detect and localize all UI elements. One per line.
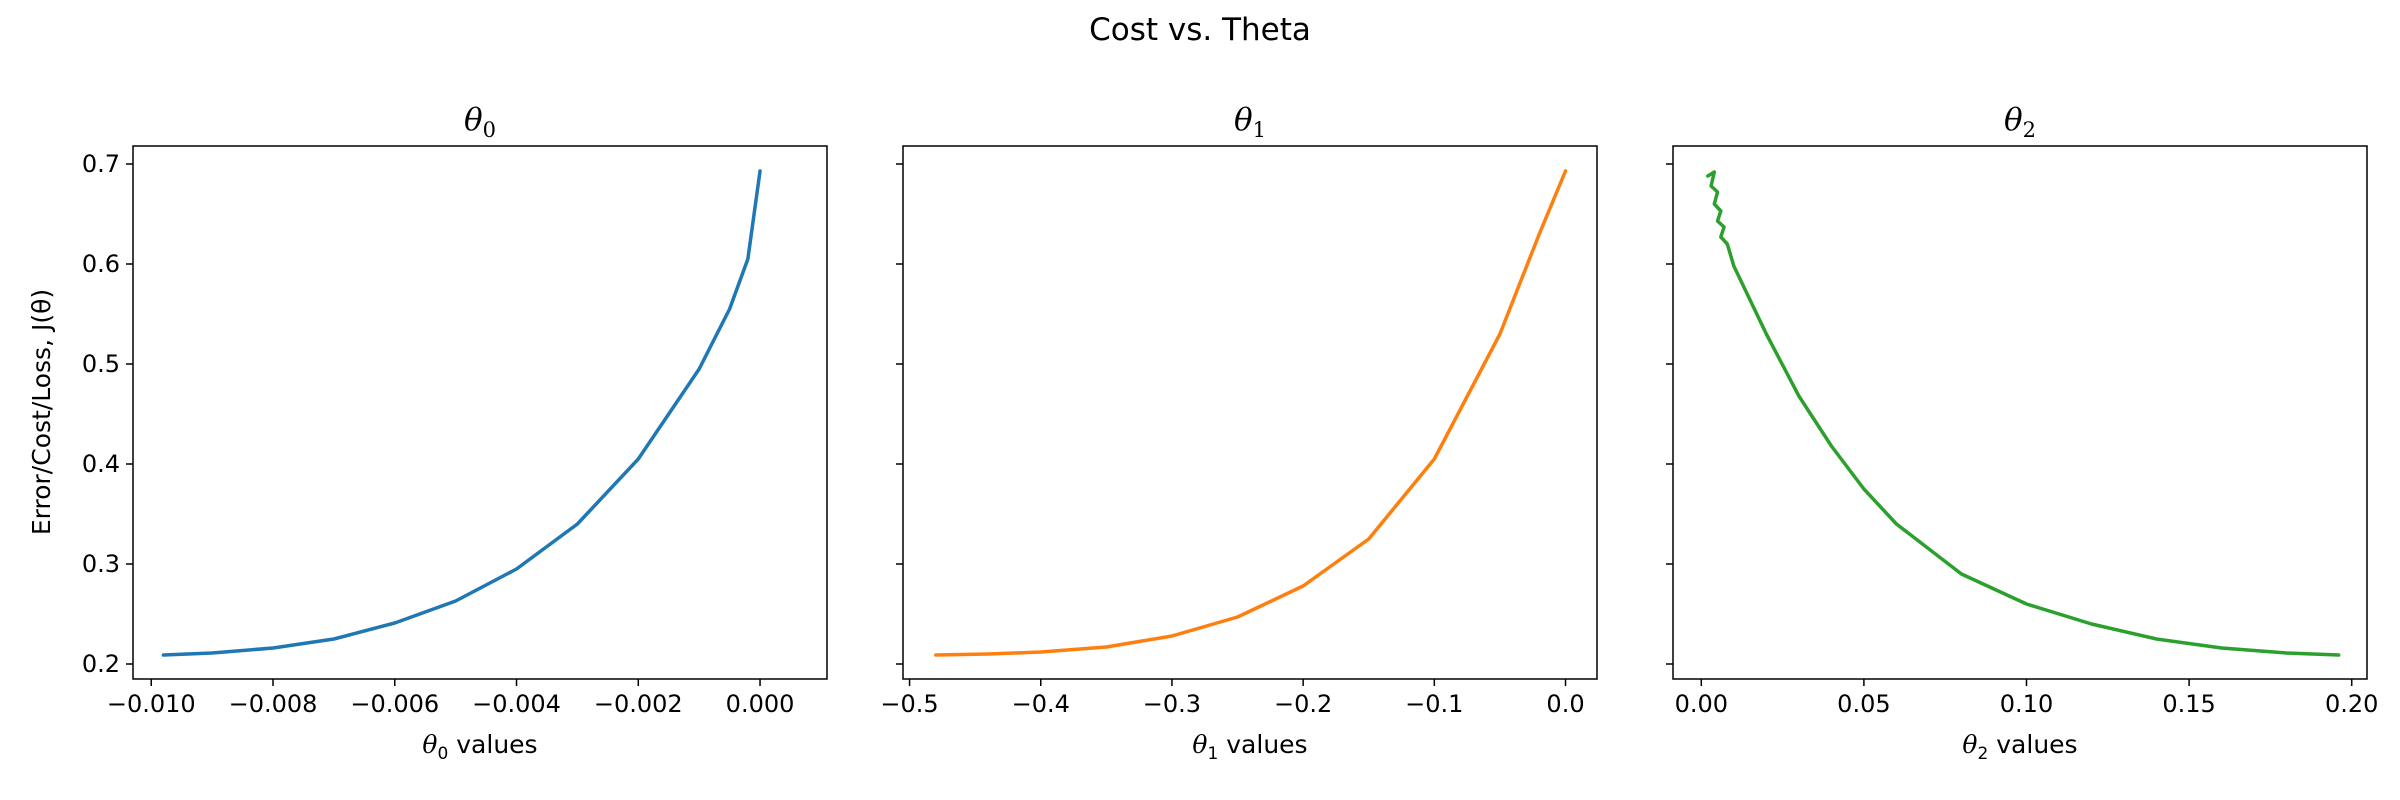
- x-tick-label-1-5: 0.0: [1546, 690, 1584, 718]
- x-tick-label-1-4: −0.1: [1405, 690, 1463, 718]
- x-tick-label-0-1: −0.008: [229, 690, 318, 718]
- x-axis-label-1: θ1 values: [1192, 730, 1307, 764]
- axes-frame-0: [132, 145, 828, 680]
- subplot-2: 0.00 0.05 0.10 0.15 0.20 θ2 θ2 values: [1666, 102, 2378, 764]
- x-tick-label-0-5: 0.000: [726, 690, 795, 718]
- x-tick-label-2-2: 0.10: [2000, 690, 2053, 718]
- x-axis-label-0: θ0 values: [422, 730, 537, 764]
- x-tick-label-1-2: −0.3: [1143, 690, 1201, 718]
- figure-title: Cost vs. Theta: [1089, 12, 1311, 48]
- series-line-0: [161, 169, 762, 657]
- y-axis-label: Error/Cost/Loss, J(θ): [27, 289, 56, 535]
- series-line-2: [1706, 170, 2341, 657]
- x-tick-label-0-2: −0.006: [350, 690, 439, 718]
- axes-frame-1: [902, 145, 1598, 680]
- x-tick-label-1-3: −0.2: [1274, 690, 1332, 718]
- x-axis-label-2: θ2 values: [1962, 730, 2077, 764]
- x-tick-label-0-4: −0.002: [594, 690, 683, 718]
- x-tick-label-1-1: −0.4: [1012, 690, 1070, 718]
- y-tick-label-0-1: 0.3: [82, 550, 120, 578]
- x-tick-label-1-0: −0.5: [880, 690, 938, 718]
- y-tick-label-0-0: 0.2: [82, 650, 120, 678]
- subplot-0: −0.010 −0.008 −0.006 −0.004 −0.002 0.000 0.2 0.…: [82, 102, 828, 764]
- subplot-title-0: θ0: [464, 102, 496, 142]
- y-tick-label-0-4: 0.6: [82, 250, 120, 278]
- x-tick-label-2-1: 0.05: [1837, 690, 1890, 718]
- x-tick-label-0-3: −0.004: [472, 690, 561, 718]
- x-tick-label-2-0: 0.00: [1675, 690, 1728, 718]
- y-tick-label-0-5: 0.7: [82, 150, 120, 178]
- subplots: −0.010 −0.008 −0.006 −0.004 −0.002 0.000 0.2 0.…: [82, 102, 2379, 764]
- subplot-title-2: θ2: [2004, 102, 2036, 142]
- y-tick-label-0-3: 0.5: [82, 350, 120, 378]
- series-line-1: [934, 169, 1568, 657]
- subplot-1: −0.5 −0.4 −0.3 −0.2 −0.1 0.0 θ1 θ1 values: [880, 102, 1598, 764]
- x-tick-label-2-3: 0.15: [2162, 690, 2215, 718]
- y-tick-label-0-2: 0.4: [82, 450, 120, 478]
- subplot-title-1: θ1: [1234, 102, 1266, 142]
- x-tick-label-2-4: 0.20: [2325, 690, 2378, 718]
- axes-frame-2: [1672, 145, 2368, 680]
- x-tick-label-0-0: −0.010: [107, 690, 196, 718]
